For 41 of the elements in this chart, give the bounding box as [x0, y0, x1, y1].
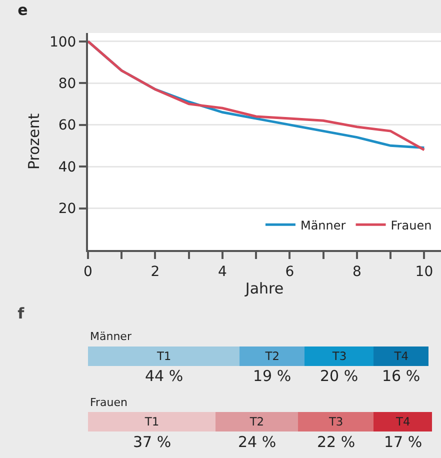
- y-tick-label: 40: [58, 159, 76, 176]
- y-tick-label: 100: [49, 34, 76, 50]
- legend-label: Frauen: [390, 218, 432, 232]
- data-label: 19 %: [253, 367, 292, 385]
- data-label: 16 %: [382, 367, 420, 385]
- bar: [374, 346, 429, 366]
- y-tick-label: 80: [58, 76, 76, 92]
- text: T3: [328, 414, 344, 429]
- text: T4: [396, 414, 410, 429]
- data-label: 44 %: [145, 367, 184, 385]
- y-tick-label: 20: [58, 201, 76, 218]
- x-tick-label: 0: [84, 264, 92, 280]
- x-tick-label: 2: [150, 264, 160, 280]
- text: T2: [250, 414, 264, 429]
- data-label: 24 %: [238, 433, 276, 451]
- series-label: T1: [156, 348, 172, 363]
- bar: [298, 412, 374, 432]
- chart-title: f: [18, 304, 25, 323]
- x-tick-label: 4: [218, 264, 228, 280]
- series-label: T3: [331, 348, 347, 363]
- bar: [239, 346, 305, 366]
- chart-title: e: [18, 1, 28, 20]
- data-label: 37 %: [133, 433, 172, 451]
- text: T1: [144, 414, 160, 429]
- bar: [88, 346, 240, 366]
- bar: [215, 412, 298, 432]
- x-tick-label: 8: [352, 264, 362, 280]
- x-axis-title: Jahre: [244, 279, 284, 298]
- x-tick-label: 10: [415, 264, 434, 280]
- y-tick-label: 60: [58, 118, 76, 134]
- bar: [88, 412, 216, 432]
- data-label: 17 %: [384, 433, 422, 451]
- legend-label: Männer: [300, 218, 346, 232]
- y-axis-title: Prozent: [25, 113, 44, 170]
- x-tick-label: 6: [285, 264, 294, 280]
- bar: [304, 346, 374, 366]
- bar: [374, 412, 432, 432]
- series-label: T4: [393, 348, 409, 363]
- data-label: 20 %: [320, 367, 358, 385]
- series-label: T2: [264, 348, 280, 363]
- data-label: 22 %: [317, 433, 356, 451]
